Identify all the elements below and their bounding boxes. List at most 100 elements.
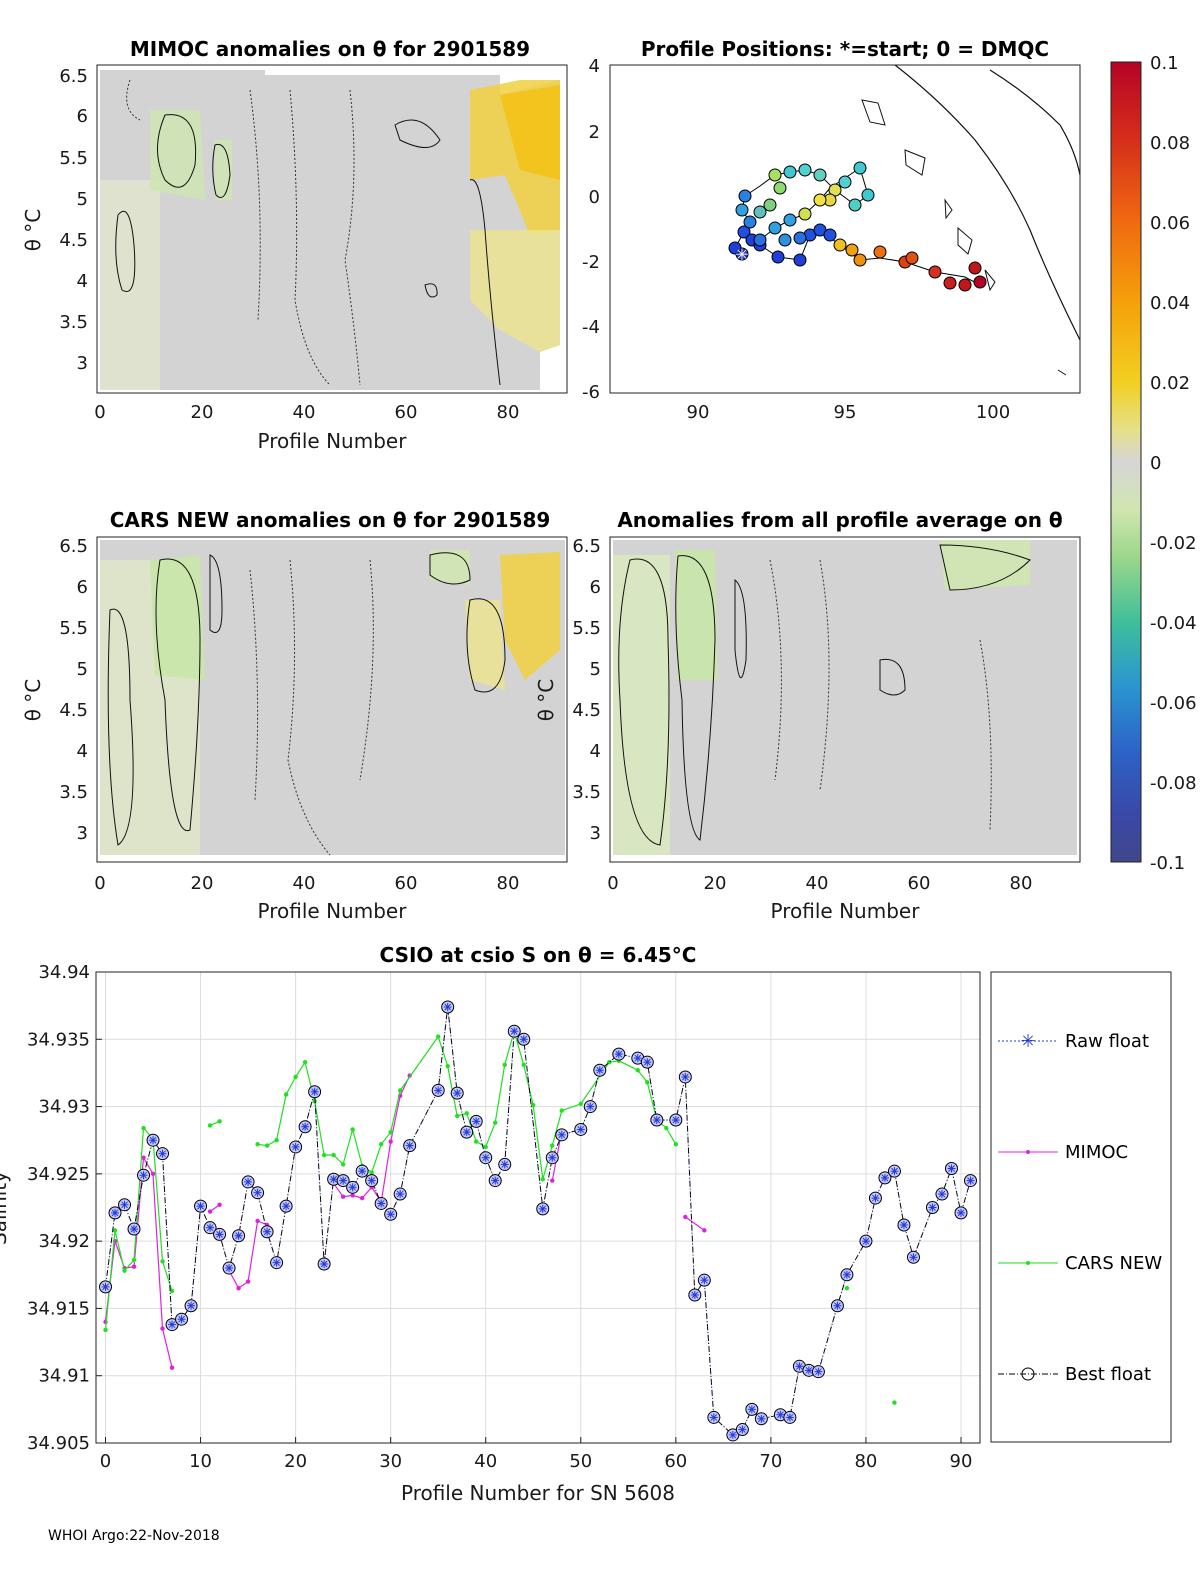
profile-position-marker — [737, 225, 751, 239]
positions-xtick: 100 — [976, 402, 1010, 423]
profile-position-marker — [793, 231, 807, 245]
allavg-xtick: 0 — [607, 873, 618, 894]
cars-new-point — [217, 1119, 222, 1124]
y-tick-label: 34.935 — [27, 1029, 90, 1050]
raw-float-point — [215, 1230, 224, 1239]
raw-asterisk-stroke — [463, 1128, 471, 1136]
raw-asterisk-stroke — [510, 1027, 518, 1035]
allavg-contour-1 — [618, 558, 670, 846]
allavg-yticks: 6.5 6 5.5 5 4.5 4 3.5 3 — [572, 536, 601, 844]
start-star-icon: ✳ — [735, 245, 748, 264]
raw-asterisk-stroke — [672, 1116, 680, 1124]
mimoc-point — [550, 1178, 555, 1183]
mimoc-ytick: 4.5 — [59, 230, 88, 251]
raw-float-point — [795, 1362, 804, 1371]
positions-ytick: -4 — [582, 317, 600, 338]
cars-xtick: 60 — [395, 873, 418, 894]
positions-ytick: -6 — [582, 382, 600, 403]
allavg-panel-title: Anomalies from all profile average on θ — [617, 508, 1062, 532]
y-tick-label: 34.93 — [38, 1097, 90, 1118]
float-track: ✳ — [728, 161, 987, 292]
raw-asterisk-stroke — [149, 1136, 157, 1144]
dot-marker-icon — [1026, 1261, 1030, 1265]
salinity-chart: CSIO at csio S on θ = 6.45°C 34.905 34.91… — [0, 943, 981, 1505]
raw-asterisk-stroke — [320, 1260, 328, 1268]
allavg-ytick: 3.5 — [572, 782, 601, 803]
profile-position-marker — [773, 181, 787, 195]
raw-asterisk-stroke — [130, 1225, 138, 1233]
raw-asterisk-stroke — [596, 1066, 604, 1074]
profile-position-marker — [813, 193, 827, 207]
raw-float-point — [557, 1130, 566, 1139]
raw-float-point — [234, 1231, 243, 1240]
allavg-ytick: 6.5 — [572, 536, 601, 557]
cars-ytick: 4 — [77, 741, 88, 762]
raw-float-point — [681, 1072, 690, 1081]
raw-asterisk-stroke — [387, 1210, 395, 1218]
allavg-anomaly-field — [613, 540, 1077, 855]
mimoc-contour-2 — [157, 114, 197, 188]
legend-entry-cars: CARS NEW — [998, 1253, 1162, 1274]
raw-float-point — [690, 1290, 699, 1299]
allavg-ylabel: θ °C — [534, 679, 558, 722]
cars-frame — [96, 536, 568, 863]
island-siberut — [957, 226, 973, 255]
x-tick-label: 70 — [759, 1451, 782, 1472]
raw-float-point — [861, 1237, 870, 1246]
mimoc-point — [388, 1139, 393, 1144]
mimoc-contour-3 — [212, 143, 231, 198]
cars-new-point — [540, 1177, 545, 1182]
profile-position-marker — [928, 265, 942, 279]
raw-asterisk-stroke — [159, 1150, 166, 1158]
raw-float-point — [871, 1194, 880, 1203]
raw-float-point — [367, 1176, 376, 1185]
raw-float-point — [548, 1153, 557, 1162]
mimoc-dotted-contour-1 — [289, 89, 331, 386]
raw-asterisk-stroke — [948, 1165, 955, 1172]
cars-contour-2 — [155, 558, 201, 832]
positions-xtick: 90 — [687, 402, 710, 423]
dot-marker-icon — [1026, 1150, 1030, 1154]
raw-asterisk-stroke — [938, 1190, 946, 1198]
raw-float-point — [614, 1050, 623, 1059]
mimoc-point — [141, 1155, 146, 1160]
positions-yticks: 4 2 0 -2 -4 -6 — [582, 56, 600, 403]
mimoc-ytick: 4 — [77, 271, 88, 292]
colorbar-tick: 0 — [1150, 453, 1161, 474]
raw-asterisk-stroke — [225, 1264, 233, 1272]
positions-xticks: 90 95 100 — [687, 402, 1011, 423]
raw-asterisk-stroke — [805, 1366, 813, 1374]
allavg-ytick: 4.5 — [572, 700, 601, 721]
raw-asterisk-stroke — [834, 1302, 841, 1310]
profile-position-marker — [833, 238, 847, 252]
raw-float-point — [320, 1260, 329, 1269]
x-tick-label: 10 — [189, 1451, 212, 1472]
allavg-dotted-contour-2 — [819, 559, 830, 791]
raw-float-point — [842, 1270, 851, 1279]
raw-asterisk-stroke — [282, 1202, 290, 1210]
raw-asterisk-stroke — [339, 1177, 347, 1184]
raw-asterisk-stroke — [482, 1154, 490, 1162]
allavg-xlabel: Profile Number — [771, 899, 921, 923]
coastline-sumatra — [894, 64, 1081, 341]
mimoc-xtick: 40 — [293, 402, 316, 423]
profile-position-marker — [848, 198, 862, 212]
cars-xtick: 40 — [293, 873, 316, 894]
cars-new-point — [892, 1400, 897, 1405]
raw-float-point — [814, 1367, 823, 1376]
raw-float-point — [453, 1089, 462, 1098]
mimoc-point — [245, 1279, 251, 1284]
profile-position-marker — [728, 241, 742, 255]
raw-asterisk-stroke — [197, 1202, 204, 1210]
raw-float-point — [538, 1204, 547, 1213]
island-pagai — [984, 269, 996, 292]
cars-xticks: 0 20 40 60 80 — [94, 873, 519, 894]
cars-ytick: 6 — [77, 577, 88, 598]
cars-new-point — [103, 1327, 108, 1333]
raw-float-point — [434, 1086, 443, 1095]
raw-asterisk-stroke — [681, 1073, 689, 1081]
positions-frame — [609, 64, 1081, 394]
cars-new-point — [483, 1144, 488, 1150]
cars-new-point — [112, 1228, 118, 1233]
mimoc-yticks: 6.5 6 5.5 5 4.5 4 3.5 3 — [59, 66, 88, 374]
